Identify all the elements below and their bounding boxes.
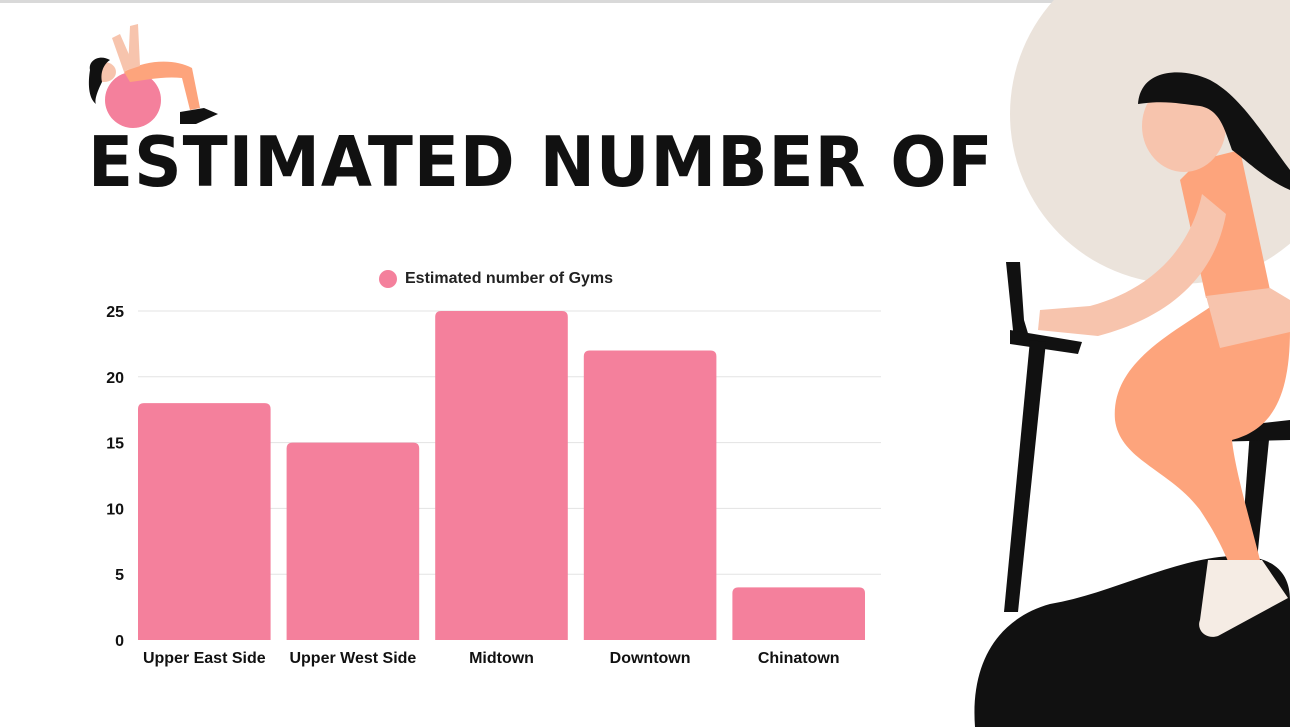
legend-swatch [379,270,397,288]
y-tick-label: 15 [106,436,124,453]
y-tick-label: 5 [115,567,124,584]
yoga-ball-woman-illustration [88,24,218,128]
x-tick-label: Midtown [469,650,534,667]
legend-label: Estimated number of Gyms [405,270,614,287]
y-tick-label: 10 [106,501,124,518]
chart-legend: Estimated number of Gyms [379,270,613,288]
x-tick-label: Upper West Side [289,650,416,667]
bar [435,311,568,640]
bar [138,403,271,640]
bar [583,350,717,640]
cycling-woman-illustration [974,0,1290,727]
y-tick-label: 0 [115,633,124,650]
bar [732,587,865,640]
bar-chart: 0 5 10 15 20 25 Upper East Side Upper West Side… [106,304,881,667]
x-tick-label: Upper East Side [143,650,266,667]
y-tick-label: 25 [106,304,124,321]
y-tick-label: 20 [106,370,124,387]
bar [286,442,420,640]
x-tick-label: Downtown [610,650,691,667]
x-tick-label: Chinatown [758,650,840,667]
top-border [0,0,1290,3]
